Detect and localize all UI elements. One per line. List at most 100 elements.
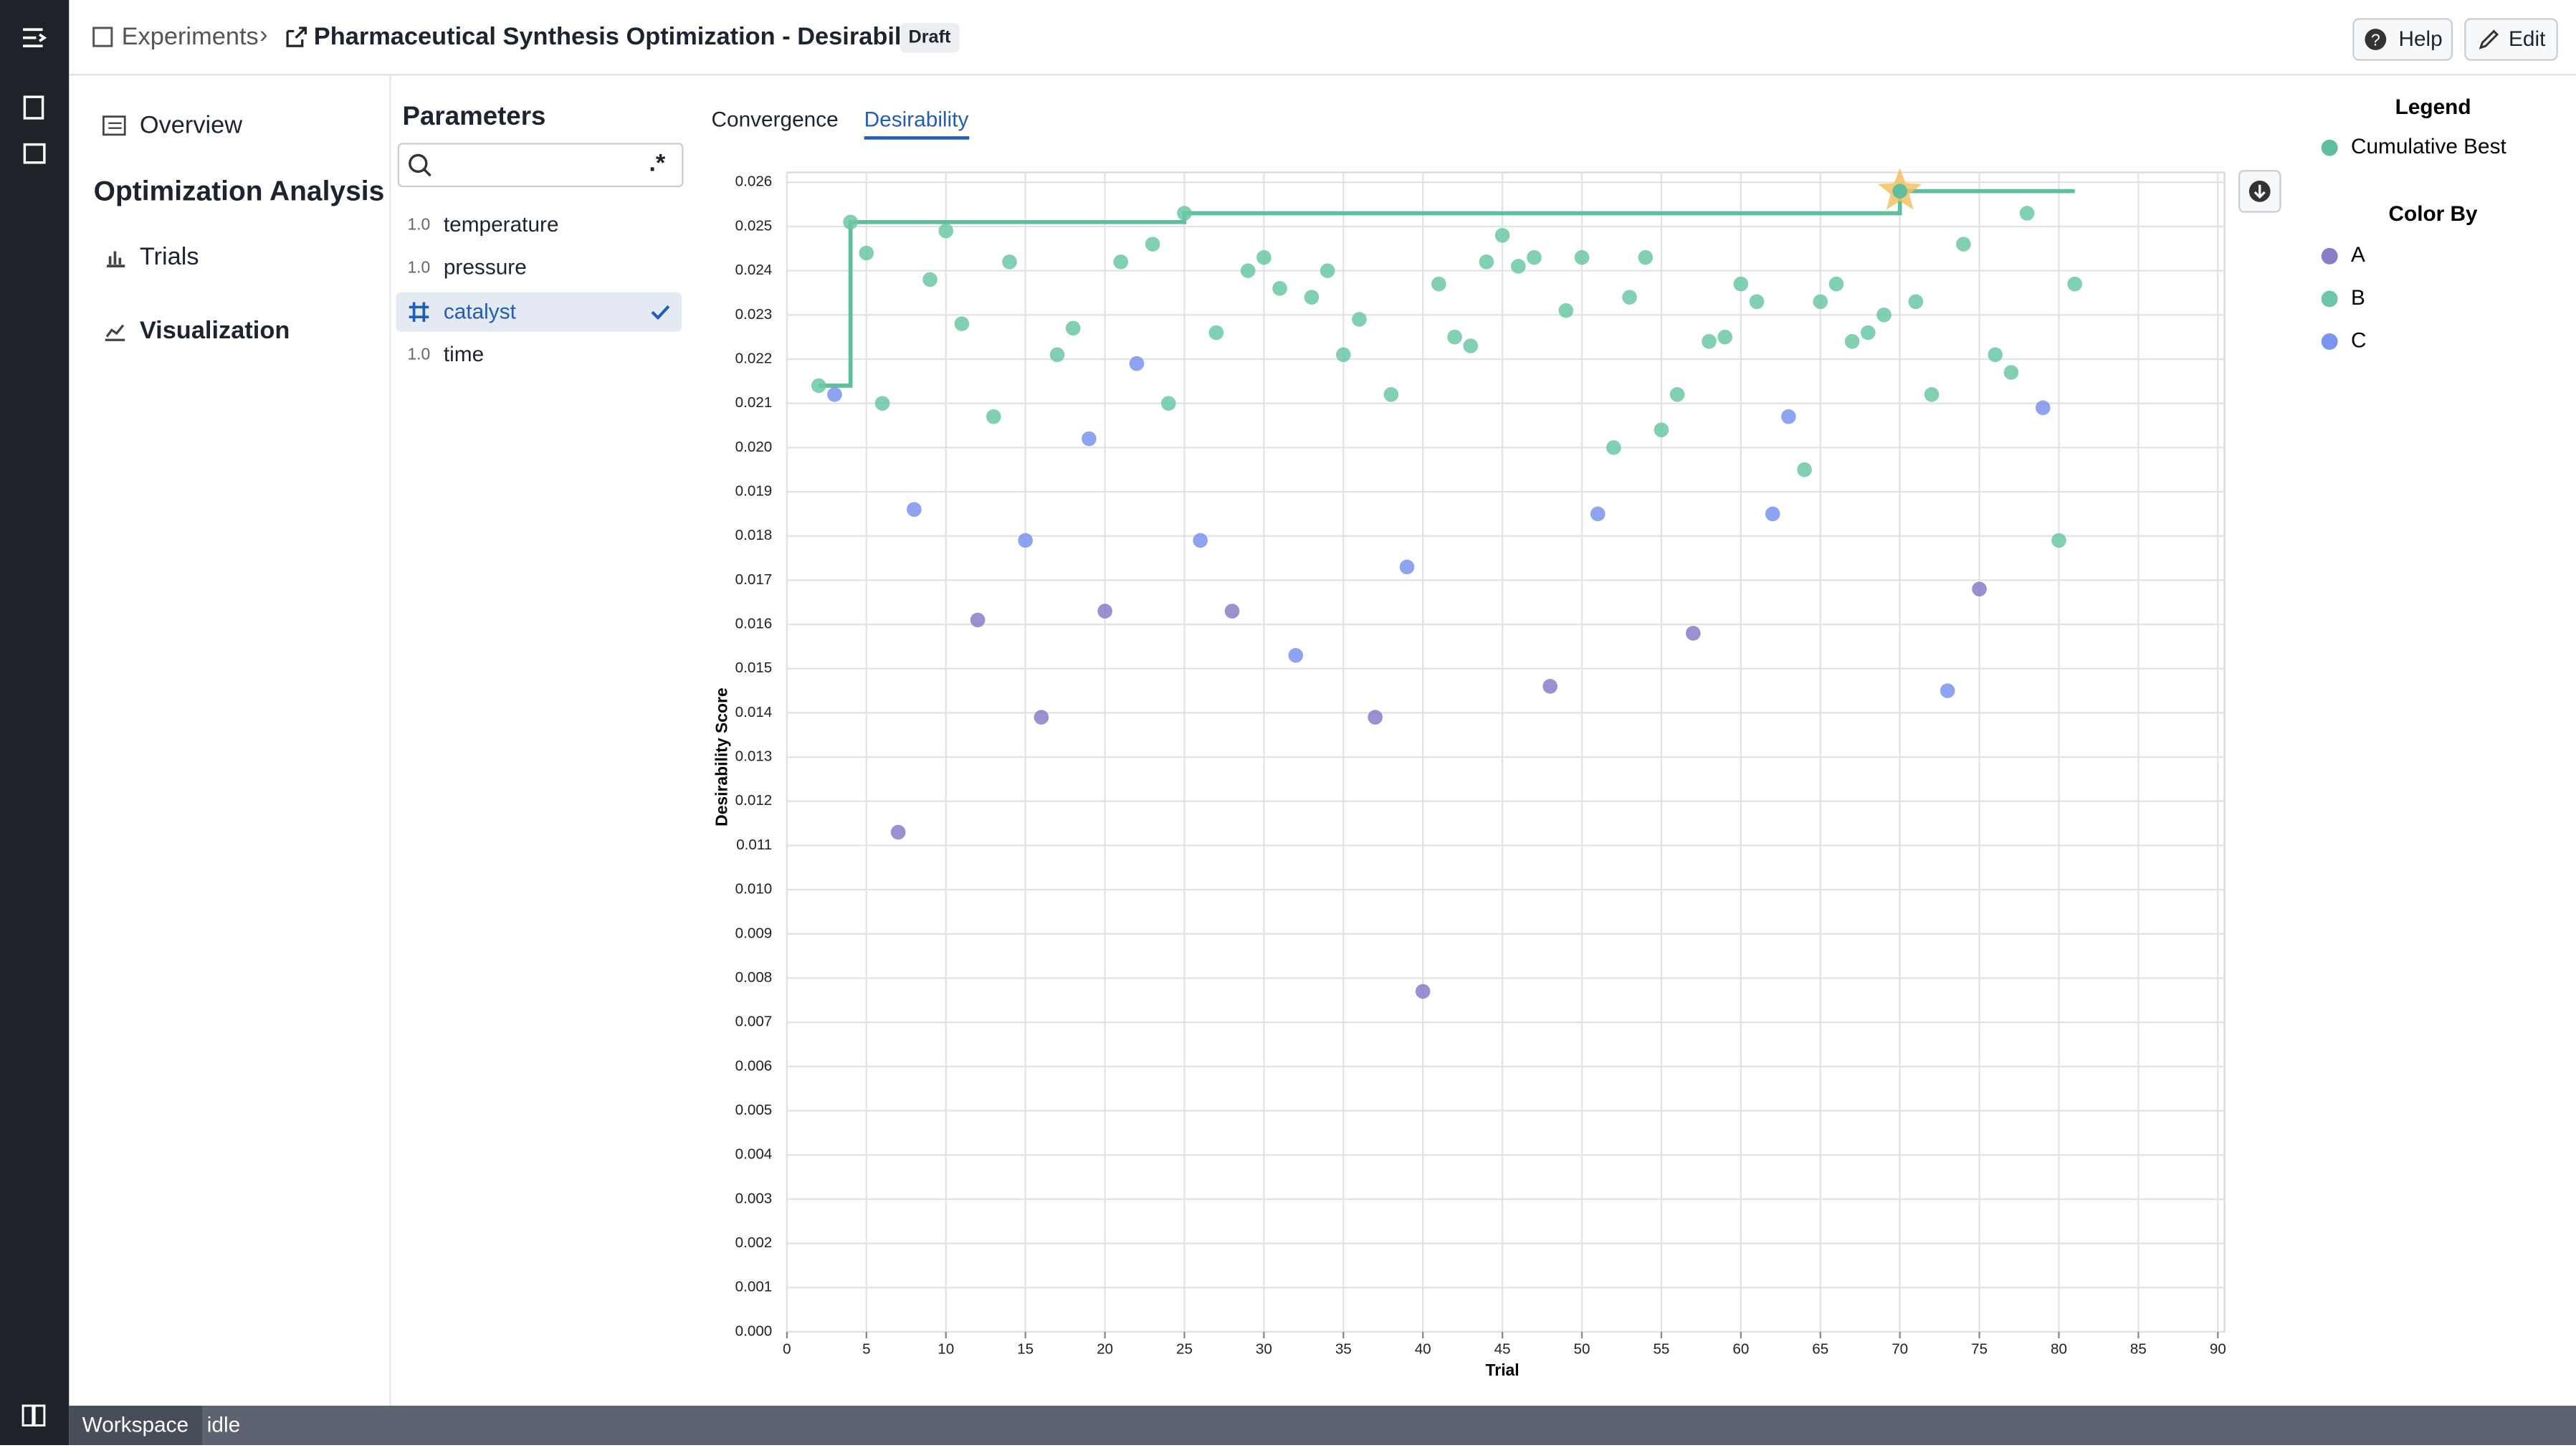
nav-overview[interactable]: Overview: [139, 111, 243, 140]
data-point: [954, 316, 970, 331]
data-point: [1160, 396, 1176, 411]
y-tick-label: 0.021: [735, 394, 773, 411]
data-point: [1065, 320, 1081, 336]
x-tick-label: 70: [1892, 1341, 1908, 1358]
data-point: [1542, 679, 1557, 694]
x-tick-label: 20: [1097, 1341, 1113, 1358]
data-point: [874, 396, 890, 411]
data-point: [1288, 647, 1304, 663]
experiment-title: Pharmaceutical Synthesis Optimization - …: [313, 23, 930, 52]
y-tick-label: 0.010: [735, 881, 773, 897]
data-point: [2003, 365, 2019, 380]
x-tick-label: 25: [1176, 1341, 1193, 1358]
y-tick-label: 0.000: [735, 1323, 773, 1339]
x-tick-label: 65: [1812, 1341, 1828, 1358]
data-point: [1494, 227, 1510, 243]
regex-toggle[interactable]: .*: [649, 149, 666, 178]
workspace-icon[interactable]: [23, 143, 46, 164]
x-tick-label: 85: [2130, 1341, 2147, 1358]
data-point: [2067, 276, 2082, 292]
y-tick-label: 0.023: [735, 306, 773, 323]
status-badge: Draft: [900, 23, 959, 53]
edit-button[interactable]: Edit: [2464, 18, 2558, 61]
data-point: [1431, 276, 1446, 292]
nav-item[interactable]: Visualization: [139, 317, 290, 346]
y-tick-label: 0.011: [736, 837, 772, 853]
data-point: [2019, 206, 2035, 221]
x-tick-label: 30: [1256, 1341, 1272, 1358]
y-tick-label: 0.006: [735, 1057, 773, 1074]
y-tick-label: 0.018: [735, 527, 773, 543]
data-point: [1415, 983, 1431, 999]
x-tick-label: 15: [1017, 1341, 1034, 1358]
legend-subtitle: Color By: [2389, 202, 2479, 226]
data-point: [2036, 400, 2051, 416]
nav-item[interactable]: Trials: [139, 243, 199, 272]
parameter-item[interactable]: 1.0 time: [396, 335, 682, 374]
data-point: [1193, 533, 1208, 548]
y-tick-label: 0.025: [735, 217, 773, 234]
y-tick-label: 0.007: [735, 1014, 773, 1030]
data-point: [907, 502, 922, 518]
breadcrumb-root[interactable]: Experiments: [121, 23, 259, 52]
parameter-item[interactable]: 1.0 temperature: [396, 205, 682, 244]
plot-frame: [786, 171, 2226, 1333]
data-point: [1781, 409, 1796, 424]
x-tick-label: 5: [862, 1341, 870, 1358]
data-point: [1479, 254, 1494, 270]
data-point: [1733, 276, 1749, 292]
data-point: [1622, 290, 1637, 305]
y-tick-label: 0.001: [735, 1279, 773, 1295]
kernel-state: idle: [206, 1412, 241, 1437]
data-point: [1590, 506, 1606, 522]
data-point: [1463, 338, 1479, 353]
data-point: [890, 824, 906, 840]
data-point: [1606, 440, 1621, 455]
data-point: [970, 612, 986, 628]
menu-icon[interactable]: [23, 28, 47, 47]
library-icon[interactable]: [23, 95, 44, 120]
help-button[interactable]: ? Help: [2352, 18, 2453, 61]
parameter-search[interactable]: .*: [397, 143, 684, 188]
y-tick-label: 0.020: [735, 439, 773, 455]
parameter-item[interactable]: catalyst: [396, 291, 682, 331]
x-tick-label: 40: [1415, 1341, 1431, 1358]
data-point: [1399, 559, 1415, 575]
rail-icons: [22, 28, 47, 1426]
side-rail: [0, 0, 70, 1446]
external-link-icon[interactable]: [285, 27, 307, 49]
legend-swatch: [2321, 333, 2338, 350]
parameter-item[interactable]: 1.0 pressure: [396, 249, 682, 288]
help-icon: ?: [2365, 29, 2387, 50]
tab-active[interactable]: Desirability: [864, 107, 969, 140]
parameter-kind: 1.0: [407, 346, 431, 365]
y-tick-label: 0.005: [735, 1102, 773, 1118]
workspace-label[interactable]: Workspace: [69, 1406, 202, 1446]
data-point: [1574, 249, 1590, 265]
download-arrow: [2253, 184, 2266, 199]
tab[interactable]: Convergence: [711, 106, 839, 132]
data-point: [1049, 347, 1065, 363]
data-point: [811, 378, 826, 394]
data-point: [1908, 294, 1924, 310]
data-point: [1669, 387, 1685, 402]
legend-title: Legend: [2395, 95, 2471, 119]
data-point: [1797, 462, 1812, 477]
overview-icon: [102, 115, 126, 136]
data-point: [1082, 431, 1097, 447]
top-bar: Experiments › Pharmaceutical Synthesis O…: [69, 0, 2576, 76]
data-point: [1956, 237, 1971, 252]
x-tick-label: 80: [2051, 1341, 2067, 1358]
x-tick-label: 90: [2210, 1341, 2226, 1358]
data-point: [1304, 290, 1320, 305]
docs-icon[interactable]: [22, 1404, 46, 1426]
data-point: [1034, 710, 1049, 725]
data-point: [827, 387, 842, 402]
x-tick-label: 50: [1574, 1341, 1590, 1358]
parameter-name: pressure: [443, 254, 527, 280]
download-button[interactable]: [2238, 170, 2281, 213]
legend-swatch: [2321, 139, 2338, 156]
trials-icon: [106, 251, 125, 267]
y-tick-label: 0.002: [735, 1234, 773, 1251]
